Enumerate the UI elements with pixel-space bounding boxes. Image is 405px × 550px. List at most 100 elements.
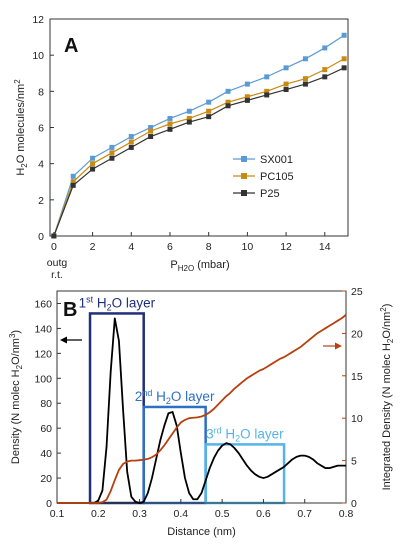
panel-b-letter: B bbox=[63, 299, 77, 321]
panel-a-chart: 0 2 4 6 8 10 12 14 0 2 4 6 8 10 12 A SX001 PC105 P25 ou… bbox=[13, 14, 349, 281]
panel-a-x-tick-label: 10 bbox=[242, 241, 254, 253]
panel-b-x-tick-label: 0.8 bbox=[339, 508, 354, 520]
density-curve bbox=[57, 317, 346, 504]
data-point-p25 bbox=[206, 114, 212, 120]
data-point-sx001 bbox=[302, 56, 308, 62]
legend-label-sx001: SX001 bbox=[260, 154, 293, 166]
data-point-p25 bbox=[167, 126, 173, 132]
data-point-pc105 bbox=[302, 76, 308, 82]
panel-b-chart: 0.1 0.2 0.3 0.4 0.5 0.6 0.7 0.8 020406080100120… bbox=[8, 286, 395, 538]
panel-b-right-y-tick-label: 0 bbox=[351, 498, 357, 510]
panel-b-left-y-tick-label: 20 bbox=[40, 473, 52, 485]
series-line-pc105 bbox=[53, 58, 345, 237]
panel-a-y-ticks: 0 2 4 6 8 10 12 bbox=[32, 14, 54, 243]
panel-a-x-tick-label: 4 bbox=[128, 241, 134, 253]
data-point-p25 bbox=[341, 65, 347, 71]
panel-b-axis-arrows bbox=[60, 336, 342, 350]
panel-a-plot-frame bbox=[49, 18, 349, 237]
legend-label-p25: P25 bbox=[260, 188, 280, 200]
panel-a-x-tick-label: 2 bbox=[90, 241, 96, 253]
right-axis-arrow-head bbox=[335, 342, 342, 350]
series-line-p25 bbox=[53, 67, 345, 237]
x-label-subscript: H2O bbox=[178, 264, 194, 273]
data-point-pc105 bbox=[341, 56, 347, 62]
layer-2-label: 2nd H2O layer bbox=[135, 388, 215, 406]
data-point-pc105 bbox=[322, 67, 328, 73]
integrated-density-curve bbox=[57, 314, 347, 504]
x-label-p: P bbox=[170, 259, 177, 271]
data-point-sx001 bbox=[70, 173, 76, 179]
data-point-sx001 bbox=[283, 65, 289, 71]
panel-a-y-tick-label: 4 bbox=[38, 159, 44, 171]
panel-a-y-tick-label: 10 bbox=[32, 50, 44, 62]
data-point-pc105 bbox=[244, 94, 250, 100]
panel-b-left-y-tick-label: 160 bbox=[34, 298, 52, 310]
data-point-pc105 bbox=[225, 99, 231, 105]
data-point-pc105 bbox=[70, 179, 76, 185]
layer-1-label: 1st H2O layer bbox=[79, 294, 156, 312]
legend-marker-p25 bbox=[241, 190, 247, 196]
legend-label-pc105: PC105 bbox=[260, 171, 294, 183]
x-label-room-temp: r.t. bbox=[51, 269, 63, 281]
layer-3-label: 3rd H2O layer bbox=[206, 425, 284, 443]
panel-a-legend: SX001 PC105 P25 bbox=[233, 154, 294, 200]
left-axis-arrow-head bbox=[60, 336, 67, 344]
panel-b-layer-labels: 1st H2O layer 2nd H2O layer 3rd H2O layer bbox=[79, 294, 285, 443]
data-point-p25 bbox=[322, 74, 328, 80]
data-point-p25 bbox=[244, 97, 250, 103]
data-point-pc105 bbox=[283, 81, 289, 87]
data-point-pc105 bbox=[167, 121, 173, 127]
panel-b-x-axis-label: Distance (nm) bbox=[167, 526, 235, 538]
panel-b-right-y-tick-label: 10 bbox=[351, 413, 363, 425]
panel-b-x-ticks: 0.1 0.2 0.3 0.4 0.5 0.6 0.7 0.8 bbox=[50, 499, 354, 520]
data-point-pc105 bbox=[90, 161, 96, 167]
data-point-pc105 bbox=[264, 88, 270, 94]
data-point-p25 bbox=[148, 134, 154, 140]
panel-b-right-y-tick-label: 25 bbox=[351, 286, 363, 298]
data-point-p25 bbox=[51, 233, 57, 239]
data-point-p25 bbox=[283, 87, 289, 93]
data-point-sx001 bbox=[128, 134, 134, 140]
panel-a-x-tick-label: 6 bbox=[167, 241, 173, 253]
x-label-unit: (mbar) bbox=[194, 259, 229, 271]
panel-a-y-tick-label: 6 bbox=[38, 123, 44, 135]
panel-a-series bbox=[51, 32, 347, 239]
panel-a-letter: A bbox=[64, 35, 78, 57]
data-point-pc105 bbox=[206, 108, 212, 114]
data-point-sx001 bbox=[186, 108, 192, 114]
panel-a-x-tick-label: 8 bbox=[206, 241, 212, 253]
panel-b-left-y-axis-label: Density (N molec H2O/nm3) bbox=[8, 330, 24, 464]
panel-b-x-tick-label: 0.5 bbox=[215, 508, 230, 520]
data-point-sx001 bbox=[322, 45, 328, 51]
panel-a-x-tick-label: 0 bbox=[51, 241, 57, 253]
data-point-sx001 bbox=[109, 144, 115, 150]
panel-a-y-tick-label: 8 bbox=[38, 86, 44, 98]
data-point-sx001 bbox=[148, 125, 154, 130]
panel-a-x-ticks: 0 2 4 6 8 10 12 14 bbox=[51, 232, 331, 253]
series-line-sx001 bbox=[53, 34, 345, 237]
data-point-sx001 bbox=[90, 155, 96, 161]
panel-b-right-y-tick-label: 5 bbox=[351, 456, 357, 468]
panel-a-y-tick-label: 0 bbox=[38, 231, 44, 243]
panel-a-y-tick-label: 12 bbox=[32, 14, 44, 26]
panel-b-x-tick-label: 0.2 bbox=[91, 508, 106, 520]
data-point-sx001 bbox=[225, 88, 231, 94]
data-point-p25 bbox=[90, 166, 96, 172]
panel-a-x-tick-label: 14 bbox=[319, 241, 331, 253]
panel-a-x-tick-label: 12 bbox=[280, 241, 292, 253]
panel-b-right-y-tick-label: 20 bbox=[351, 328, 363, 340]
panel-b-right-y-ticks: 0 5 10 15 20 25 bbox=[342, 286, 363, 510]
data-point-sx001 bbox=[206, 99, 212, 105]
panel-b-left-y-tick-label: 80 bbox=[40, 398, 52, 410]
panel-b-right-y-tick-label: 15 bbox=[351, 371, 363, 383]
data-point-sx001 bbox=[341, 32, 347, 38]
data-point-p25 bbox=[109, 155, 115, 161]
panel-b-left-y-tick-label: 60 bbox=[40, 423, 52, 435]
panel-a-y-axis-label: H2O molecules/nm2 bbox=[13, 79, 29, 176]
data-point-pc105 bbox=[186, 115, 192, 121]
data-point-p25 bbox=[70, 182, 76, 188]
data-point-sx001 bbox=[167, 115, 173, 121]
panel-b-right-y-axis-label: Integrated Density (N molec H2O/nm2) bbox=[379, 304, 395, 491]
data-point-p25 bbox=[128, 144, 134, 150]
